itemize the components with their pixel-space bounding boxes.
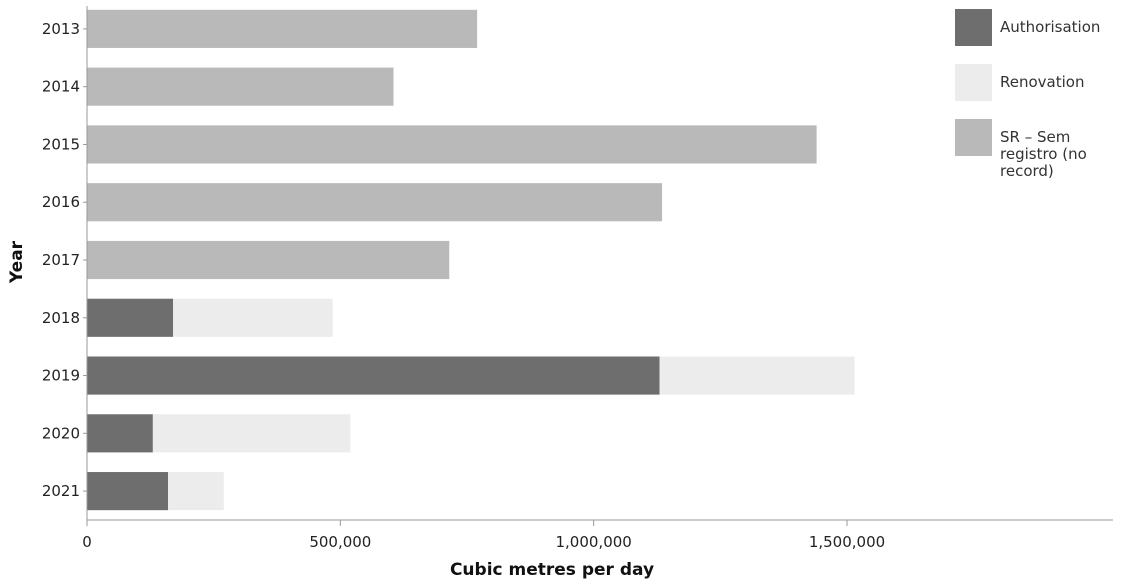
y-tick-label: 2020 bbox=[42, 424, 80, 442]
bar-2021-series-0 bbox=[87, 472, 169, 511]
y-tick-label: 2019 bbox=[42, 367, 80, 385]
legend-swatch-2 bbox=[955, 119, 992, 156]
y-tick-label: 2016 bbox=[42, 193, 80, 211]
legend-swatch-1 bbox=[955, 64, 992, 101]
bar-2019-series-0 bbox=[87, 356, 660, 395]
bar-2015-series-2 bbox=[87, 125, 817, 164]
bar-2017-series-2 bbox=[87, 240, 450, 280]
y-axis-title: Year bbox=[7, 240, 27, 284]
bar-2014-series-2 bbox=[87, 67, 394, 106]
y-tick-label: 2021 bbox=[42, 482, 80, 500]
y-tick-label: 2018 bbox=[42, 309, 80, 327]
bar-2013-series-2 bbox=[87, 9, 478, 48]
legend-swatch-0 bbox=[955, 9, 992, 46]
bar-2020-series-0 bbox=[87, 414, 153, 453]
bar-2016-series-2 bbox=[87, 183, 663, 222]
x-tick-label: 500,000 bbox=[309, 533, 371, 551]
x-tick-label: 0 bbox=[82, 533, 92, 551]
y-tick-label: 2014 bbox=[42, 78, 80, 96]
legend-label-1: Renovation bbox=[1000, 73, 1084, 91]
legend: Authorisation Renovation SR – Sem registro … bbox=[955, 9, 1100, 180]
y-tick-label: 2013 bbox=[42, 20, 80, 38]
legend-label-2: SR – Sem registro (no record) bbox=[1000, 128, 1087, 180]
bar-2021-series-1 bbox=[168, 472, 224, 511]
legend-label-0: Authorisation bbox=[1000, 18, 1100, 36]
y-axis-tick-labels: 2013 2014 2015 2016 2017 2018 2019 2020 2021 bbox=[42, 20, 87, 500]
x-tick-label: 1,500,000 bbox=[809, 533, 885, 551]
bar-2018-series-0 bbox=[87, 298, 174, 337]
bar-2020-series-1 bbox=[152, 414, 351, 453]
x-axis-title: Cubic metres per day bbox=[450, 560, 654, 580]
bar-2019-series-1 bbox=[659, 356, 855, 395]
x-tick-label: 1,000,000 bbox=[555, 533, 631, 551]
bar-2018-series-1 bbox=[173, 298, 333, 337]
bars-group bbox=[87, 9, 855, 511]
y-tick-label: 2017 bbox=[42, 251, 80, 269]
x-axis-ticks: 0 500,000 1,000,000 1,500,000 bbox=[82, 520, 885, 551]
y-tick-label: 2015 bbox=[42, 135, 80, 153]
